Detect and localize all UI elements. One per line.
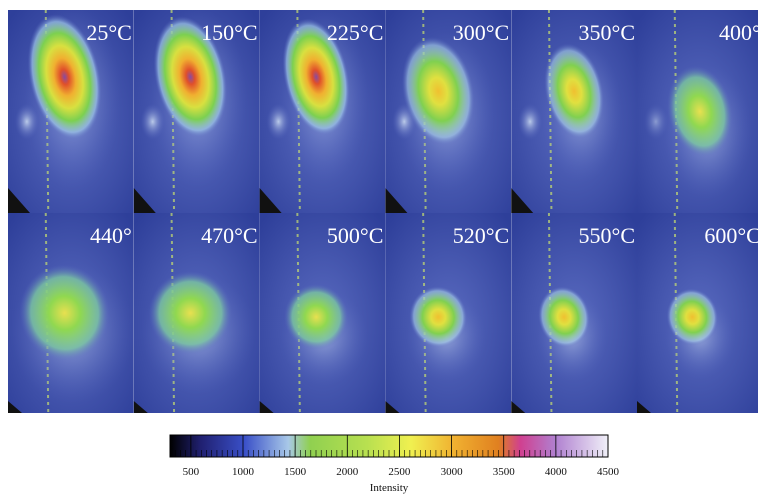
peak (27, 14, 102, 140)
corner-shadow (8, 188, 30, 213)
panel: 225°C (259, 10, 386, 213)
peak (401, 36, 475, 146)
streak (673, 10, 679, 213)
panel: 470°C (133, 213, 260, 413)
temperature-label: 500°C (327, 223, 383, 248)
corner-shadow (637, 401, 651, 413)
temperature-label: 600°C (704, 223, 758, 248)
corner-shadow (385, 401, 400, 413)
peak (19, 264, 110, 362)
peak (667, 65, 733, 158)
tick-label: 1000 (232, 466, 255, 478)
temperature-label: 350°C (579, 20, 635, 45)
corner-shadow (259, 401, 274, 413)
corner-shadow (385, 188, 408, 213)
temperature-label: 25°C (86, 20, 131, 45)
panel: 440° (8, 213, 134, 413)
panel: 550°C (511, 213, 637, 413)
streak (296, 10, 301, 213)
streak (44, 10, 50, 213)
tick-label: 3000 (441, 466, 464, 478)
corner-shadow (133, 401, 148, 413)
side-peak (643, 103, 668, 140)
tick-label: 4000 (545, 466, 568, 478)
corner-shadow (133, 188, 156, 213)
panel: 520°C (385, 213, 512, 413)
peak (153, 16, 228, 138)
corner-shadow (8, 401, 22, 413)
peak (538, 286, 590, 348)
streak (170, 10, 176, 213)
peak (148, 271, 233, 355)
peak (282, 18, 350, 136)
side-peak (266, 103, 291, 140)
tick-label: 500 (183, 466, 200, 478)
temperature-label: 225°C (327, 20, 383, 45)
temperature-label: 520°C (453, 223, 509, 248)
peak (409, 286, 468, 348)
side-peak (140, 103, 165, 140)
corner-shadow (259, 188, 282, 213)
panel: 600°C (637, 213, 758, 413)
temperature-label: 400° (719, 20, 758, 45)
tick-label: 2000 (336, 466, 359, 478)
colorbar-label: Intensity (370, 482, 409, 494)
peak (544, 43, 605, 139)
corner-shadow (511, 401, 526, 413)
tick-label: 1500 (284, 466, 307, 478)
temperature-label: 440° (90, 223, 132, 248)
panel: 350°C (511, 10, 637, 213)
panel: 25°C (8, 10, 134, 213)
temperature-label: 550°C (579, 223, 635, 248)
tick-label: 3500 (493, 466, 516, 478)
panel-grid: 25°C 150°C 225°C 300°C 350°C 400° 440° 470°C 500… (8, 10, 758, 413)
colorbar-axis: 500 1000 1500 2000 2500 3000 3500 4000 4500 (169, 435, 620, 478)
side-peak (14, 103, 39, 140)
temperature-label: 470°C (201, 223, 257, 248)
panel: 400° (637, 10, 758, 213)
streak (547, 10, 553, 213)
side-peak (518, 103, 543, 140)
temperature-label: 300°C (453, 20, 509, 45)
tick-label: 2500 (388, 466, 411, 478)
peak (284, 284, 349, 350)
panel: 150°C (133, 10, 260, 213)
panel: 300°C (385, 10, 512, 213)
tick-label: 4500 (597, 466, 620, 478)
panel: 500°C (259, 213, 386, 413)
corner-shadow (511, 188, 534, 213)
peak (666, 288, 719, 346)
temperature-label: 150°C (201, 20, 257, 45)
